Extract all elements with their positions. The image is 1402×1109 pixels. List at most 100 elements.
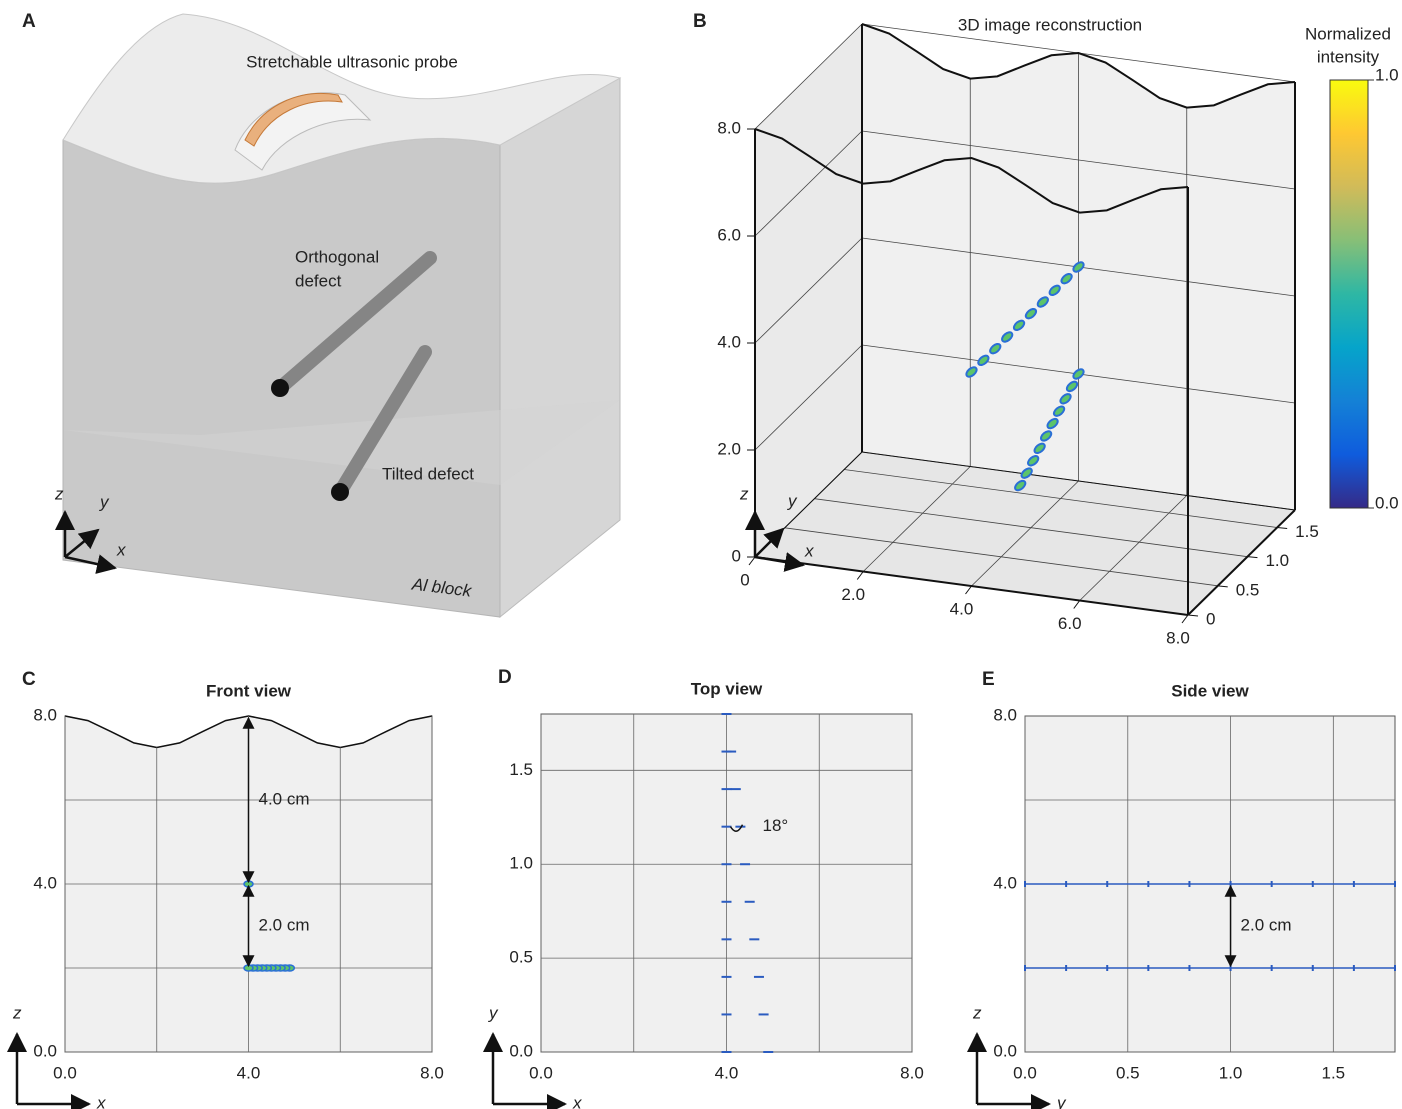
axis-label: z (12, 1003, 22, 1022)
y-tick-label: 1.5 (509, 760, 533, 779)
x-tick-label: 0.5 (1116, 1063, 1140, 1082)
angle-arc (729, 824, 744, 832)
tilted-defect (333, 345, 432, 499)
panel-a: A Stretchable ultrasonic probe Orthogona… (22, 11, 622, 619)
data-point (1014, 479, 1027, 492)
axis-arrow (754, 527, 785, 558)
axis-arrow (64, 554, 117, 574)
tick-mark (1277, 527, 1288, 529)
defect-label: Tilted defect (382, 464, 474, 483)
data-point (965, 366, 978, 378)
x-tick-label: 2.0 (841, 585, 865, 604)
box-edge (861, 451, 1296, 511)
panel-letter: C (22, 669, 36, 690)
defect-label: defect (295, 271, 342, 290)
chart-title: Side view (1171, 681, 1249, 700)
axis-label: z (54, 484, 64, 503)
data-point (977, 354, 990, 367)
z-tick-label: 2.0 (717, 439, 741, 458)
panel-letter: B (693, 11, 707, 32)
axis-label: y (99, 492, 110, 511)
x-tick-label: 8.0 (900, 1063, 924, 1082)
defect-end (331, 483, 349, 501)
x-tick-label: 4.0 (715, 1063, 739, 1082)
data-point (1033, 442, 1046, 455)
data-point (1048, 284, 1061, 297)
axis-label: z (739, 484, 749, 503)
x-tick-label: 1.5 (1322, 1063, 1346, 1082)
panel-C: C Front view 0.0 4.0 8.0 0.0 4.0 8.0 4.0 cm 2.0 c… (22, 669, 444, 1082)
tick-mark (1181, 614, 1189, 624)
tick-mark (1073, 600, 1081, 609)
y-tick-label: 1.5 (1295, 522, 1319, 541)
y-tick-label: 0.0 (509, 1041, 533, 1060)
panel-letter: E (982, 669, 995, 690)
data-point (1052, 405, 1066, 417)
probe-label: Stretchable ultrasonic probe (246, 52, 458, 71)
axis-label: z (972, 1003, 982, 1022)
surface-line (861, 23, 1296, 109)
tick-mark (748, 556, 756, 566)
tick-mark (1217, 585, 1228, 588)
x-tick-label: 0.0 (529, 1063, 553, 1082)
x-tick-label: 0.0 (53, 1063, 77, 1082)
panel-letter: A (22, 11, 36, 32)
x-tick-label: 8.0 (1166, 628, 1190, 647)
probe-array (244, 93, 343, 147)
defect-label: Orthogonal (295, 247, 379, 266)
tick-mark (856, 571, 864, 580)
axis-label: y (488, 1003, 499, 1022)
x-tick-label: 0 (740, 570, 749, 589)
grid-line (844, 469, 1278, 528)
z-tick-label: 4.0 (717, 332, 741, 351)
box-edge (754, 556, 1189, 616)
axis-arrow (754, 552, 805, 572)
y-tick-label: 0 (1206, 609, 1215, 628)
y-tick-label: 1.0 (509, 854, 533, 873)
chart-title: 3D image reconstruction (958, 15, 1142, 34)
axis-arrow (64, 528, 100, 558)
z-tick-label: 0 (732, 546, 741, 565)
annotation: 2.0 cm (1241, 915, 1292, 934)
axis-label: x (96, 1093, 106, 1109)
data-point (1065, 380, 1079, 393)
data-point (1040, 430, 1053, 442)
grid-line (754, 23, 863, 130)
axis-label: x (804, 541, 814, 560)
chart-title: Top view (691, 679, 763, 698)
block-side (499, 77, 621, 619)
axis-label: x (572, 1093, 582, 1109)
data-point (1024, 307, 1038, 320)
colorbar-tick-label: 0.0 (1375, 493, 1399, 512)
y-tick-label: 0.5 (1236, 580, 1260, 599)
z-tick-label: 6.0 (717, 225, 741, 244)
y-tick-label: 4.0 (993, 873, 1017, 892)
chart-title: Front view (206, 681, 292, 700)
data-point (1036, 296, 1049, 308)
data-point (1001, 331, 1014, 343)
panel-letter: D (498, 667, 512, 688)
y-tick-label: 4.0 (33, 873, 57, 892)
data-point (1012, 319, 1026, 332)
data-point (1027, 455, 1040, 467)
y-tick-label: 8.0 (993, 705, 1017, 724)
tick-mark (965, 585, 972, 595)
annotation: 2.0 cm (259, 915, 310, 934)
x-tick-label: 1.0 (1219, 1063, 1243, 1082)
panel-D: D Top view 0.0 4.0 8.0 0.0 0.5 1.0 1.5 18° (498, 667, 924, 1082)
y-tick-label: 1.0 (1265, 551, 1289, 570)
colorbar-label: intensity (1317, 47, 1380, 66)
colorbar-tick-label: 1.0 (1375, 65, 1399, 84)
grid-line (814, 498, 1248, 558)
y-tick-label: 8.0 (33, 705, 57, 724)
defect-end (271, 379, 289, 397)
z-tick-label: 8.0 (717, 118, 741, 137)
annotation: 4.0 cm (259, 789, 310, 808)
tick-mark (1247, 556, 1258, 559)
x-tick-label: 6.0 (1058, 614, 1082, 633)
surface-line (754, 128, 1189, 214)
data-point (1046, 417, 1059, 430)
x-tick-label: 0.0 (1013, 1063, 1037, 1082)
x-tick-label: 8.0 (420, 1063, 444, 1082)
